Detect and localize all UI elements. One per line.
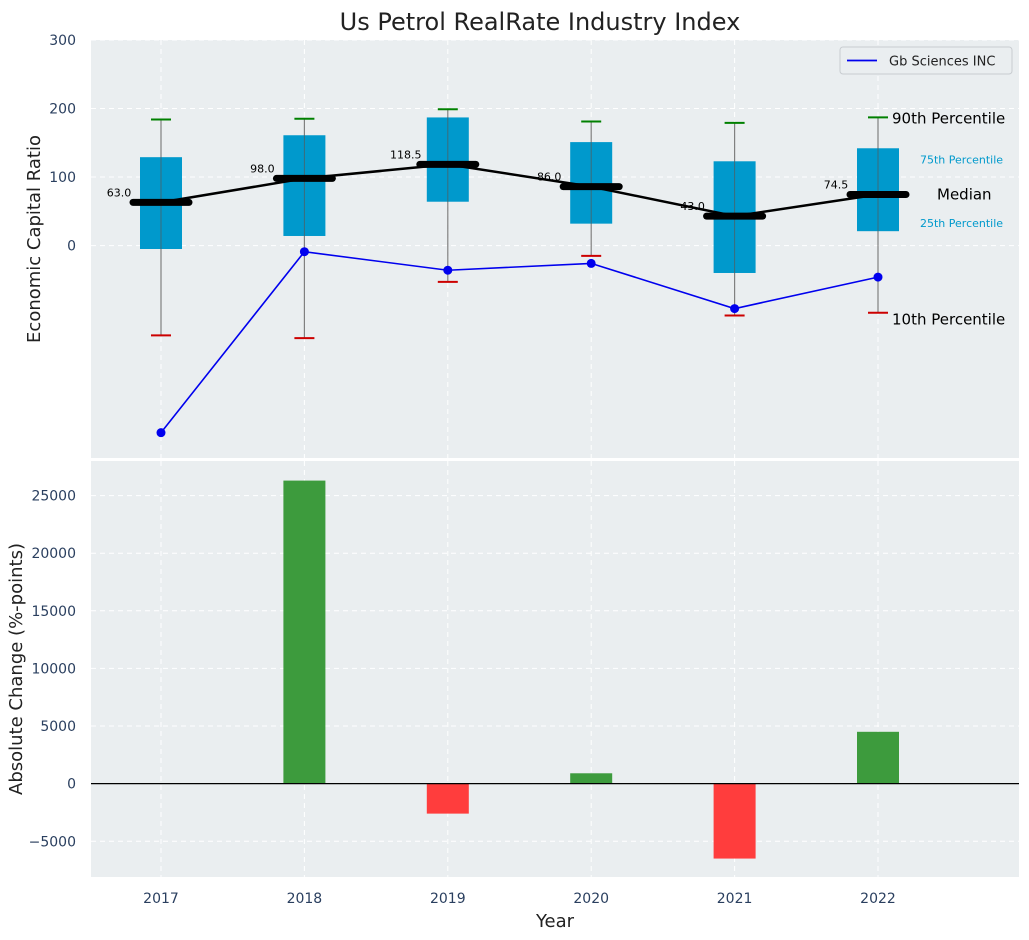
median-value-label: 118.5: [390, 148, 422, 161]
bottom-ytick-label: 0: [67, 777, 76, 793]
top-ytick-label: 0: [67, 239, 76, 255]
chart-title: Us Petrol RealRate Industry Index: [340, 8, 741, 36]
company-series-point: [586, 258, 596, 268]
annotation-p75: 75th Percentile: [920, 153, 1003, 166]
bottom-ytick-label: 20000: [31, 546, 76, 562]
legend-label: Gb Sciences INC: [889, 55, 995, 70]
median-value-label: 86.0: [537, 171, 562, 184]
xtick-label: 2019: [430, 891, 466, 907]
median-value-label: 63.0: [107, 186, 132, 199]
bottom-ytick-label: 5000: [40, 719, 76, 735]
median-value-label: 74.5: [824, 179, 849, 192]
xtick-label: 2020: [573, 891, 609, 907]
bottom-ytick-label: 15000: [31, 604, 76, 620]
top-ytick-label: 100: [49, 170, 76, 186]
xtick-label: 2021: [717, 891, 753, 907]
bottom-ytick-label: 10000: [31, 661, 76, 677]
company-series-line: [160, 250, 879, 434]
xtick-label: 2018: [287, 891, 323, 907]
top-ytick-label: 300: [49, 33, 76, 49]
change-bar: [570, 773, 613, 784]
top-plot-area: [91, 40, 1019, 458]
annotation-median: Median: [937, 186, 992, 204]
change-bar: [857, 731, 899, 784]
bottom-ytick-label: 25000: [31, 489, 76, 505]
legend-box: [839, 46, 1013, 75]
bottom-panel: −5000 0 5000 10000 15000 20000 25000 Absolute C…: [6, 461, 1019, 932]
top-y-axis-label: Economic Capital Ratio: [24, 135, 45, 343]
bottom-ytick-label: −5000: [29, 834, 76, 850]
company-series-point: [730, 304, 740, 314]
xtick-label: 2017: [143, 891, 179, 907]
company-series-point: [156, 428, 166, 438]
annotation-p90: 90th Percentile: [892, 109, 1005, 127]
legend: Gb Sciences INC: [839, 46, 1013, 75]
company-series-point: [873, 272, 883, 282]
change-bar: [283, 480, 326, 784]
company-series-point: [299, 247, 309, 257]
bottom-plot-area: [91, 461, 1019, 877]
xtick-label: 2022: [860, 891, 896, 907]
bottom-y-axis-label: Absolute Change (%-points): [6, 543, 27, 795]
change-bar: [426, 783, 469, 814]
top-panel: 0 100 200 300 Economic Capital Ratio 63.0 98.0…: [24, 33, 1019, 458]
annotation-p10: 10th Percentile: [892, 311, 1005, 329]
median-line: [160, 163, 879, 218]
top-ytick-label: 200: [49, 102, 76, 118]
company-series-point: [443, 265, 453, 275]
median-value-label: 43.0: [680, 200, 705, 213]
change-bar: [713, 783, 756, 859]
x-axis-label: Year: [535, 911, 575, 932]
annotation-p25: 25th Percentile: [920, 217, 1003, 230]
median-value-label: 98.0: [250, 162, 275, 175]
